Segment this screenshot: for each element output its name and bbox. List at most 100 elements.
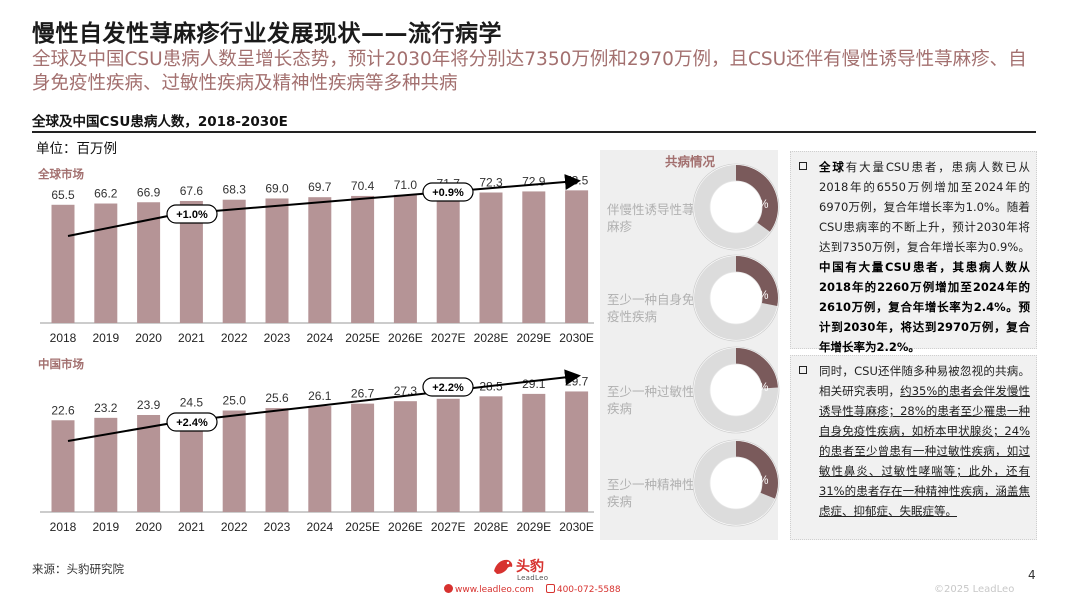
cagr-pill [166,412,218,432]
china-market-label: 中国市场 [38,357,84,371]
x-tick-label: 2022 [221,520,248,534]
contact-line: www.leadleo.com 400-072-5588 [444,584,621,595]
comorbidity-intro: 同时，CSU还伴随多种易被忽视的共病。相关研究表明， [819,364,1030,398]
website-link[interactable]: www.leadleo.com [455,585,534,595]
cagr-pill [422,377,474,397]
bar [179,412,203,512]
data-label: 23.9 [137,398,161,412]
comorbidity-summary-box: 同时，CSU还伴随多种易被忽视的共病。相关研究表明，约35%的患者会伴发慢性诱导… [790,355,1037,540]
global-market-label: 全球市场 [38,167,84,181]
donut-segment [694,165,778,249]
donut-percent-label: 28% [745,290,768,302]
logo-text-en: LeadLeo [517,574,549,582]
data-label: 66.2 [94,187,118,201]
data-label: 65.5 [51,188,75,202]
data-label: 72.3 [479,176,503,190]
bar [479,192,503,323]
donut-hole [709,271,763,325]
trend-arrow [177,174,581,215]
x-tick-label: 2030E [559,331,594,345]
x-tick-label: 2020 [135,520,162,534]
heading-divider [32,131,1036,133]
summary-china-text: 中国有大量CSU患者，其患病人数从2018年的2260万例增加至2024年的26… [819,260,1030,354]
global-china-summary-box: 全球有大量CSU患者，患病人数已从2018年的6550万例增加至2024年的69… [790,151,1037,354]
phone-number: 400-072-5588 [556,585,621,595]
x-tick-label: 2027E [431,331,466,345]
data-label: 68.3 [223,183,247,197]
donut-percent-label: 35% [745,199,768,211]
data-label: 71.0 [394,178,418,192]
x-tick-label: 2024 [306,520,333,534]
data-label: 69.0 [265,181,289,195]
square-bullet-icon [799,366,807,374]
donut-segment [694,348,778,432]
x-tick-label: 2029E [516,331,551,345]
x-tick-label: 2027E [431,520,466,534]
trend-arrow [67,213,179,237]
x-tick-label: 2030E [559,520,594,534]
bar [308,406,332,512]
trend-arrow [67,421,179,442]
logo-text-cn: 头豹 [516,559,544,575]
x-tick-label: 2023 [264,331,291,345]
page-subtitle: 全球及中国CSU患病人数呈增长态势，预计2030年将分别达7350万例和2970… [32,49,1027,94]
x-tick-label: 2021 [178,520,205,534]
bar [265,198,289,323]
bar [565,190,589,323]
bar [479,396,503,512]
x-tick-label: 2026E [388,520,423,534]
leadleo-logo: 头豹 LeadLeo [488,555,568,585]
trend-arrow [177,369,581,423]
globe-icon [444,584,453,593]
data-label: 25.6 [265,391,289,405]
x-tick-label: 2019 [92,331,119,345]
leopard-logo-icon [494,559,513,574]
cagr-pill [166,204,218,224]
data-label: 26.1 [308,389,332,403]
data-label: 24.5 [180,396,204,410]
data-label: 70.4 [351,179,375,193]
summary-paragraph: 全球有大量CSU患者，患病人数已从2018年的6550万例增加至2024年的69… [799,157,1030,357]
source-note: 来源：头豹研究院 [32,562,124,576]
x-tick-label: 2028E [474,520,509,534]
bar [179,200,203,323]
comorbidity-details: 约35%的患者会伴发慢性诱导性荨麻疹；28%的患者至少罹患一种自身免疫性疾病，如… [819,384,1031,518]
x-tick-label: 2025E [345,331,380,345]
cagr-label: +1.0% [176,209,208,221]
bar [51,420,75,512]
bar [308,197,332,323]
x-tick-label: 2020 [135,331,162,345]
bar [436,398,460,512]
bar [351,195,375,323]
x-tick-label: 2028E [474,331,509,345]
donut-label-psychiatric: 至少一种精神性疾病 [607,477,695,509]
x-tick-label: 2021 [178,331,205,345]
donut-hole [709,456,763,510]
data-label: 26.7 [351,387,375,401]
bar [351,403,375,512]
summary-lead: 全球 [819,160,846,174]
bar [393,194,417,323]
x-tick-label: 2029E [516,520,551,534]
donut-segment [694,441,778,525]
x-tick-label: 2022 [221,331,248,345]
square-bullet-icon [799,162,807,170]
bar-charts: 65.5 2018 66.2 2019 66.9 2020 67.6 2021 68.3 2022… [40,173,594,534]
donut-label-ciu: 伴慢性诱导性荨麻疹 [607,202,695,234]
comorbidity-title: 共病情况 [665,154,716,169]
x-tick-label: 2026E [388,331,423,345]
comorbidity-paragraph: 同时，CSU还伴随多种易被忽视的共病。相关研究表明，约35%的患者会伴发慢性诱导… [799,361,1030,521]
bar [265,408,289,512]
bar [436,193,460,323]
bar [222,199,246,323]
data-label: 67.6 [180,184,204,198]
bar [522,393,546,512]
page-title: 慢性自发性荨麻疹行业发展现状——流行病学 [32,21,502,47]
bar [51,204,75,323]
x-tick-label: 2018 [50,520,77,534]
donut-hole [709,180,763,234]
data-label: 69.7 [308,180,332,194]
donut-percent-label: 31% [745,475,768,487]
x-tick-label: 2019 [92,520,119,534]
cagr-label: +2.2% [432,382,464,394]
